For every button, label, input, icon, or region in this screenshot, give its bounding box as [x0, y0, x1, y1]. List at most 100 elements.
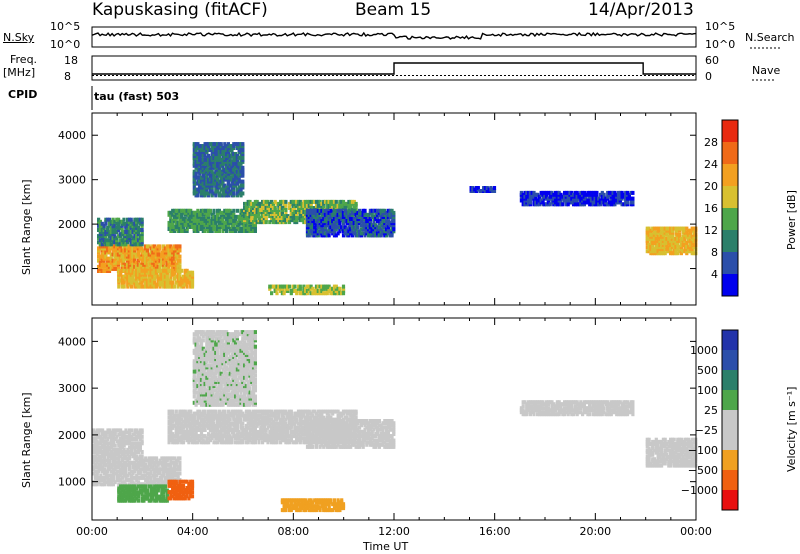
pow-cell: [356, 221, 360, 226]
pow-cell: [341, 215, 346, 219]
pow-cell: [133, 217, 137, 222]
pow-cell: [329, 225, 333, 230]
pow-cell: [210, 225, 214, 229]
pow-cell: [316, 229, 320, 234]
pow-cell: [201, 208, 205, 213]
pow-cell: [113, 240, 117, 245]
vel-cell: [174, 479, 178, 484]
pow-cell: [124, 230, 128, 234]
pow-cell: [295, 214, 299, 219]
pow-cell: [237, 146, 241, 150]
pow-cell: [172, 225, 177, 229]
pow-cell: [262, 206, 266, 210]
pow-cell: [345, 210, 349, 215]
pow-cell: [314, 284, 319, 289]
pow-cell: [127, 260, 131, 265]
pow-cell: [138, 217, 142, 222]
pow-cell: [235, 208, 239, 213]
pow-cell: [109, 256, 113, 261]
pow-cell: [388, 231, 392, 236]
pow-cell: [341, 203, 346, 208]
pow-cell: [122, 236, 126, 241]
pow-cell: [223, 214, 227, 219]
pow-cell: [174, 212, 178, 217]
pow-cell: [131, 262, 135, 267]
pow-cell: [469, 186, 473, 190]
pow-cell: [582, 190, 586, 195]
pow-cell: [548, 190, 552, 195]
pow-cell: [559, 192, 563, 197]
pow-cell: [129, 238, 133, 243]
pow-cell: [230, 144, 234, 149]
pow-cell: [268, 214, 272, 219]
pow-cell: [162, 248, 166, 253]
pow-cell: [271, 206, 275, 210]
pow-cell: [136, 217, 141, 222]
pow-cell: [302, 291, 306, 296]
pow-cell: [239, 208, 243, 213]
pow-cell: [248, 227, 252, 231]
pow-cell: [248, 220, 252, 225]
pow-cell: [304, 206, 308, 210]
pow-cell: [140, 232, 144, 237]
pow-cell: [241, 142, 245, 147]
pow-cell: [367, 212, 371, 217]
pow-cell: [136, 219, 141, 224]
pow-cell: [135, 272, 139, 277]
pow-cell: [298, 286, 302, 291]
pow-cell: [117, 284, 121, 289]
pow-cell: [163, 284, 168, 289]
pow-cell: [190, 214, 195, 219]
pow-cell: [120, 232, 124, 237]
pow-cell: [111, 244, 115, 249]
pow-cell: [287, 284, 292, 289]
pow-cell: [305, 203, 310, 208]
pow-cell: [573, 190, 577, 195]
pow-cell: [237, 142, 241, 147]
pow-cell: [165, 252, 169, 257]
pow-cell: [100, 258, 104, 263]
pow-cell: [264, 206, 268, 210]
pow-cell: [163, 264, 167, 269]
pow-cell: [343, 227, 347, 232]
pow-cell: [189, 270, 193, 275]
pow-cell: [338, 210, 342, 215]
pow-cell: [138, 284, 142, 289]
pow-cell: [138, 256, 142, 261]
pow-cell: [318, 217, 322, 221]
pow-cell: [296, 208, 301, 212]
pow-cell: [230, 225, 234, 229]
pow-cell: [124, 244, 128, 249]
pow-cell: [552, 192, 556, 197]
pow-cell: [194, 225, 198, 229]
pow-cell: [162, 268, 166, 273]
pow-cell: [113, 266, 117, 271]
pow-cell: [100, 262, 104, 267]
pow-cell: [113, 260, 117, 265]
pow-cell: [252, 214, 256, 219]
pow-cell: [111, 217, 115, 222]
pow-cell: [316, 291, 320, 296]
pow-cell: [162, 264, 166, 269]
pow-cell: [307, 231, 311, 236]
pow-cell: [106, 225, 110, 230]
pow-cell: [521, 196, 525, 201]
pow-cell: [307, 289, 311, 293]
pow-cell: [313, 289, 317, 293]
pow-cell: [257, 210, 261, 214]
pow-cell: [98, 223, 102, 228]
pow-cell: [201, 212, 205, 217]
pow-cell: [167, 284, 171, 289]
pow-cell: [100, 252, 104, 257]
pow-cell: [111, 236, 115, 241]
pow-cell: [370, 215, 374, 219]
pow-cell: [207, 157, 211, 162]
pow-cell: [219, 142, 223, 147]
pow-cell: [341, 289, 346, 293]
pow-cell: [309, 199, 313, 204]
pow-cell: [192, 210, 196, 215]
pow-cell: [381, 223, 385, 228]
pow-cell: [180, 218, 184, 223]
